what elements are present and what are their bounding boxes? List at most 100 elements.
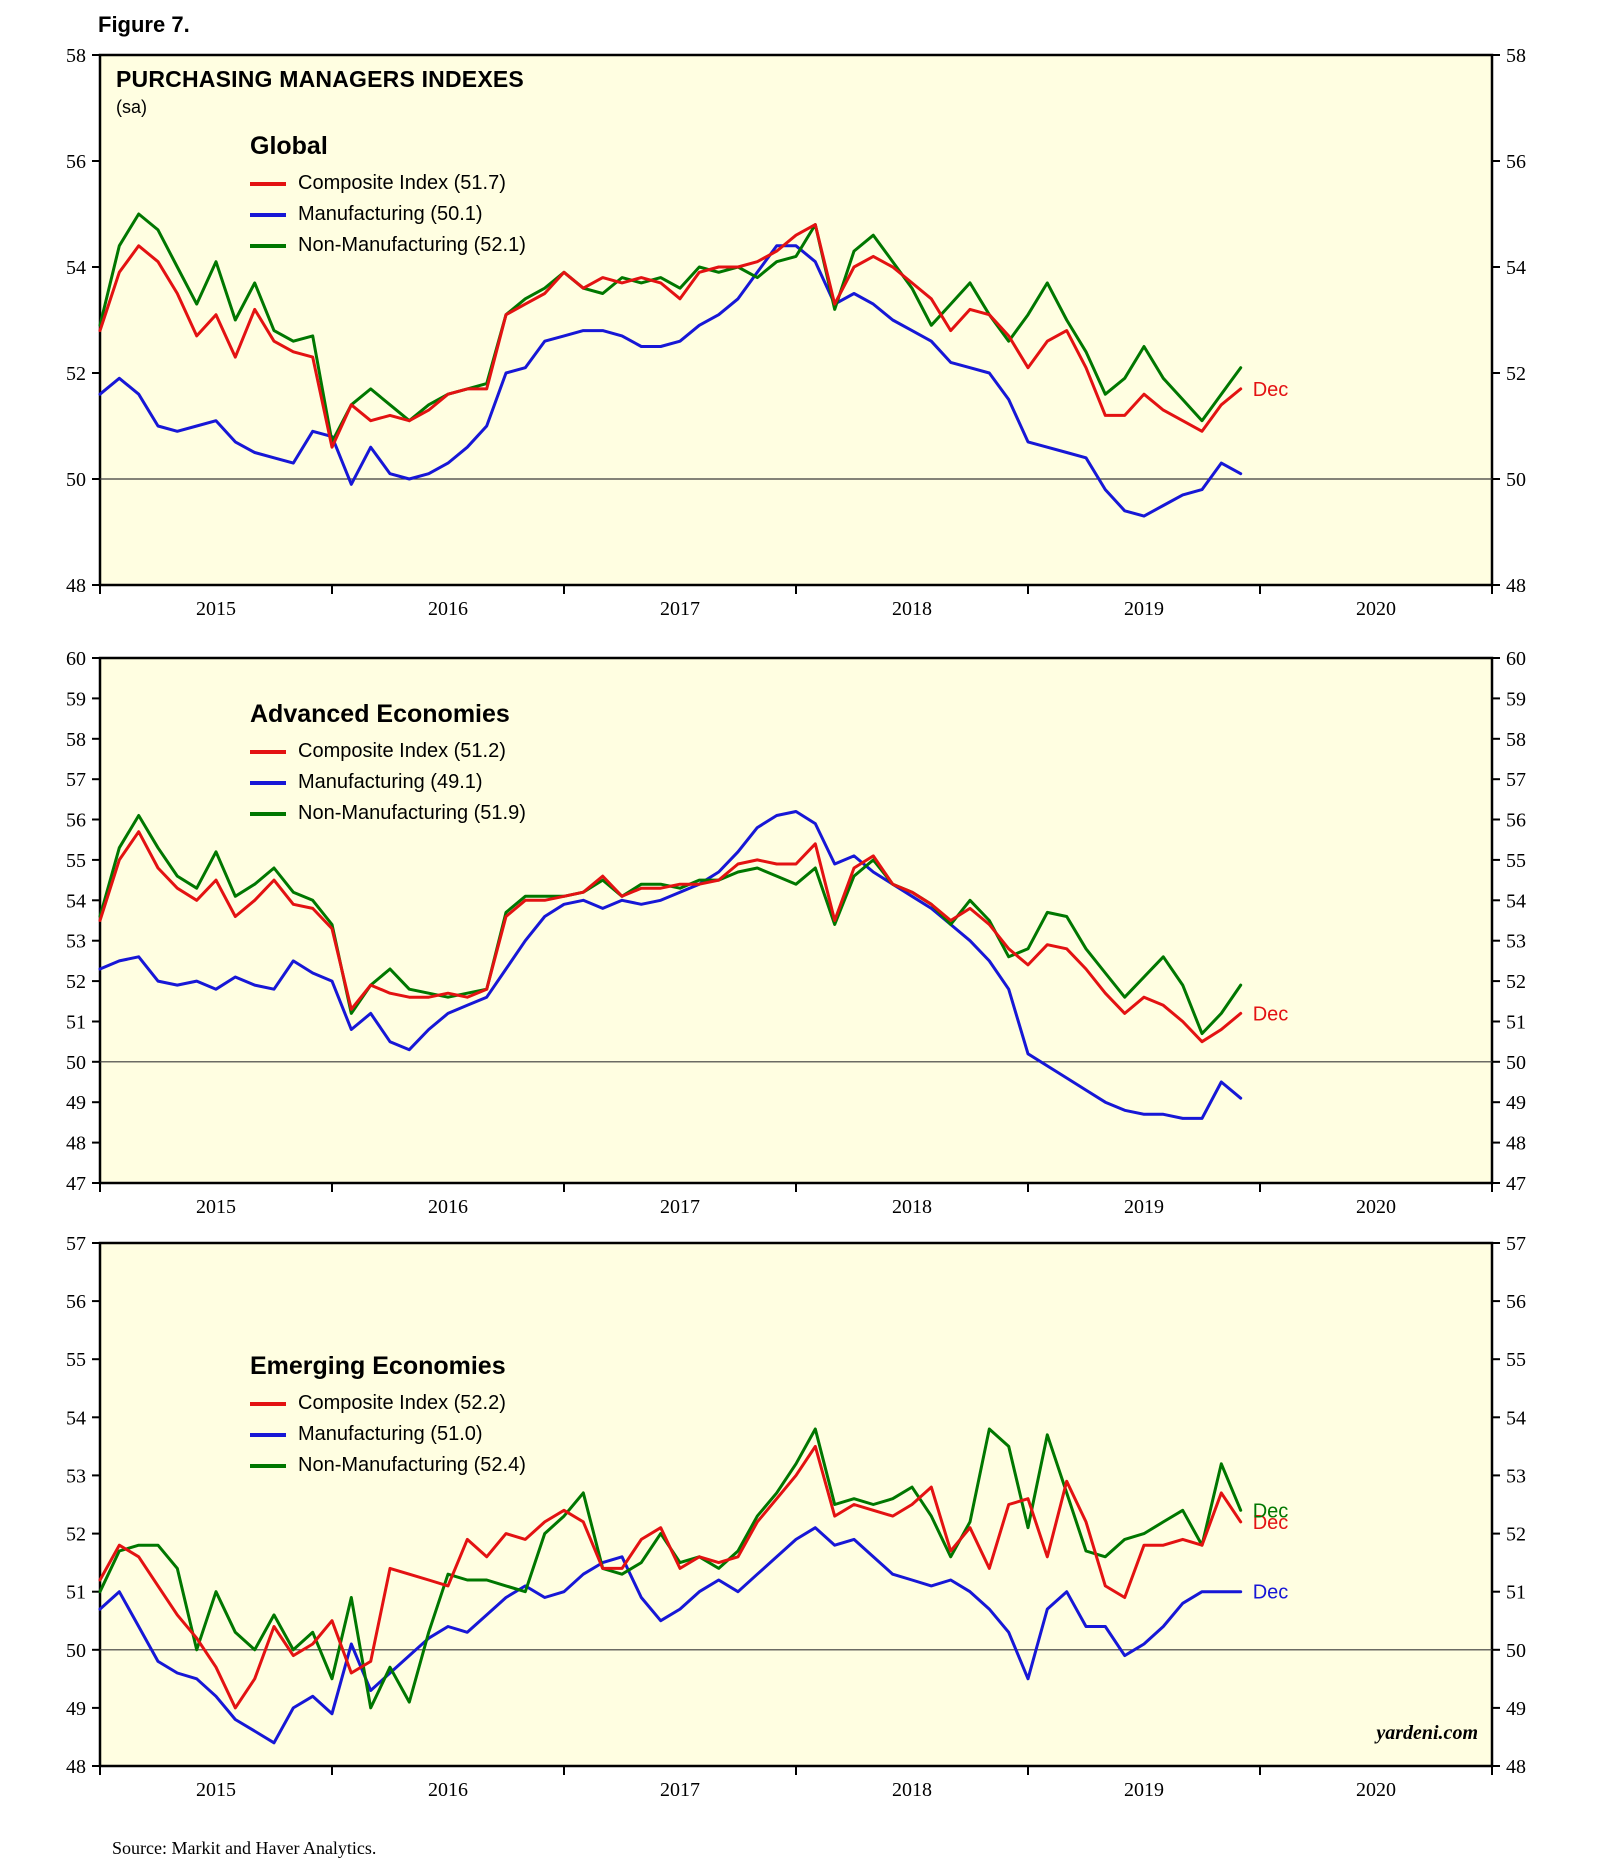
legend-item: Non-Manufacturing (51.9): [250, 798, 526, 829]
end-label-non_manufacturing: Dec: [1253, 1500, 1289, 1522]
legend-item: Non-Manufacturing (52.4): [250, 1450, 526, 1481]
y-tick-label: 55: [66, 850, 86, 872]
y-tick-label: 50: [1506, 1052, 1526, 1074]
y-tick-label: 51: [1506, 1582, 1526, 1604]
legend-swatch-composite: [250, 1401, 286, 1406]
y-tick-label: 51: [66, 1012, 86, 1034]
y-tick-label: 47: [1506, 1173, 1526, 1195]
y-tick-label: 54: [1506, 257, 1526, 279]
y-tick-label: 49: [1506, 1698, 1526, 1720]
x-tick-label: 2020: [1356, 1779, 1396, 1801]
series-line-manufacturing: [98, 1526, 1243, 1745]
x-tick-label: 2016: [428, 1779, 468, 1801]
legend-swatch-manufacturing: [250, 212, 286, 217]
y-tick-label: 54: [66, 1407, 86, 1429]
source-line: Source: Markit and Haver Analytics.: [112, 1838, 377, 1858]
legend-swatch-manufacturing: [250, 1432, 286, 1437]
x-tick-label: 2018: [892, 598, 932, 620]
legend-swatch-non_manufacturing: [250, 243, 286, 248]
y-tick-label: 49: [66, 1698, 86, 1720]
x-tick-label: 2018: [892, 1196, 932, 1218]
legend-swatch-composite: [250, 749, 286, 754]
plot-area: [98, 656, 1494, 1185]
legend-label: Composite Index (52.2): [298, 1392, 506, 1414]
y-tick-label: 50: [66, 469, 86, 491]
x-tick-label: 2016: [428, 1196, 468, 1218]
y-tick-label: 50: [66, 1052, 86, 1074]
plot-area: [98, 53, 1494, 587]
x-tick-label: 2017: [660, 1779, 700, 1801]
y-tick-label: 52: [1506, 1524, 1526, 1546]
y-tick-label: 53: [66, 931, 86, 953]
legend-item: Composite Index (52.2): [250, 1388, 526, 1419]
x-tick-label: 2020: [1356, 598, 1396, 620]
y-tick-label: 56: [66, 810, 86, 832]
legend-label: Non-Manufacturing (52.4): [298, 1454, 526, 1476]
y-tick-label: 56: [1506, 151, 1526, 173]
y-tick-label: 47: [66, 1173, 86, 1195]
series-line-manufacturing: [98, 810, 1243, 1120]
y-tick-label: 54: [1506, 1407, 1526, 1429]
y-tick-label: 52: [1506, 363, 1526, 385]
legend-label: Non-Manufacturing (52.1): [298, 234, 526, 256]
y-tick-label: 53: [1506, 1465, 1526, 1487]
y-tick-label: 51: [1506, 1012, 1526, 1034]
y-tick-label: 48: [1506, 1756, 1526, 1778]
legend-global: Global Composite Index (51.7) Manufacturi…: [250, 132, 526, 261]
y-tick-label: 58: [66, 45, 86, 67]
y-tick-label: 52: [1506, 971, 1526, 993]
y-tick-label: 56: [66, 151, 86, 173]
legend-label: Manufacturing (51.0): [298, 1423, 483, 1445]
figure-label: Figure 7.: [98, 12, 190, 37]
end-label-composite: Dec: [1253, 1003, 1289, 1025]
y-tick-label: 53: [66, 1465, 86, 1487]
legend-label: Manufacturing (49.1): [298, 771, 483, 793]
y-tick-label: 57: [66, 769, 86, 791]
y-tick-label: 54: [66, 890, 86, 912]
end-label-composite: Dec: [1253, 379, 1289, 401]
legend-item: Manufacturing (49.1): [250, 767, 526, 798]
panel-title: Global: [250, 132, 328, 160]
y-tick-label: 48: [66, 1756, 86, 1778]
y-tick-label: 50: [66, 1640, 86, 1662]
watermark: yardeni.com: [1376, 1722, 1478, 1744]
y-tick-label: 55: [66, 1349, 86, 1371]
x-tick-label: 2019: [1124, 598, 1164, 620]
y-tick-label: 48: [1506, 575, 1526, 597]
y-tick-label: 49: [66, 1092, 86, 1114]
y-tick-label: 48: [66, 1133, 86, 1155]
legend-swatch-non_manufacturing: [250, 811, 286, 816]
chart-subtitle: (sa): [116, 97, 147, 117]
y-tick-label: 52: [66, 363, 86, 385]
series-line-composite: [98, 830, 1243, 1044]
legend-item: Composite Index (51.2): [250, 736, 526, 767]
chart-title: PURCHASING MANAGERS INDEXES: [116, 66, 524, 92]
y-tick-label: 49: [1506, 1092, 1526, 1114]
series-line-composite: [98, 223, 1243, 449]
y-tick-label: 51: [66, 1582, 86, 1604]
x-tick-label: 2020: [1356, 1196, 1396, 1218]
legend-item: Composite Index (51.7): [250, 168, 526, 199]
y-tick-label: 55: [1506, 1349, 1526, 1371]
y-tick-label: 48: [1506, 1133, 1526, 1155]
y-tick-label: 58: [1506, 45, 1526, 67]
y-tick-label: 50: [1506, 1640, 1526, 1662]
y-tick-label: 54: [1506, 890, 1526, 912]
y-tick-label: 56: [1506, 1291, 1526, 1313]
y-tick-label: 59: [1506, 688, 1526, 710]
y-tick-label: 48: [66, 575, 86, 597]
legend-item: Manufacturing (51.0): [250, 1419, 526, 1450]
series-line-non_manufacturing: [98, 212, 1243, 444]
legend-emerging-economies: Emerging Economies Composite Index (52.2…: [250, 1352, 526, 1481]
y-tick-label: 53: [1506, 931, 1526, 953]
x-tick-label: 2019: [1124, 1779, 1164, 1801]
legend-label: Composite Index (51.7): [298, 172, 506, 194]
legend-swatch-non_manufacturing: [250, 1463, 286, 1468]
y-tick-label: 56: [1506, 810, 1526, 832]
y-tick-label: 54: [66, 257, 86, 279]
legend-item: Non-Manufacturing (52.1): [250, 230, 526, 261]
legend-item: Manufacturing (50.1): [250, 199, 526, 230]
x-tick-label: 2015: [196, 598, 236, 620]
y-tick-label: 60: [1506, 648, 1526, 670]
